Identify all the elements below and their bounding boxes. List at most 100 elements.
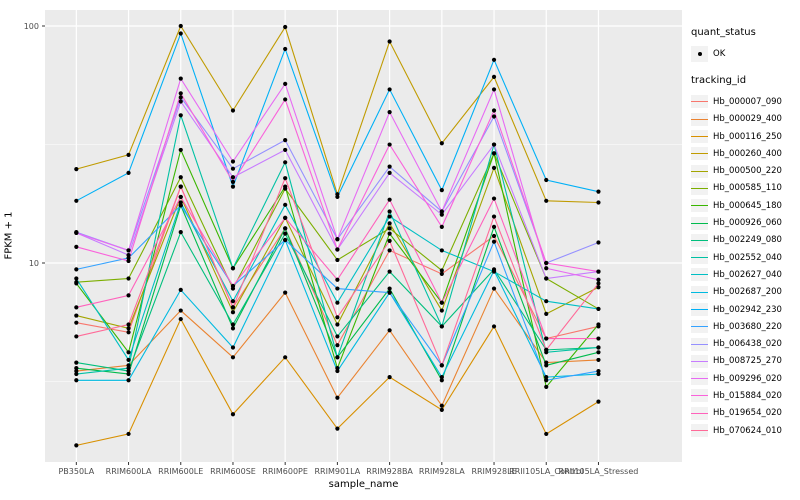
data-point (74, 167, 79, 172)
data-point (491, 142, 497, 147)
data-point (387, 209, 392, 214)
data-point (491, 214, 497, 219)
legend-label: Hb_000260_400 (713, 148, 782, 159)
line-swatch-icon (691, 239, 708, 241)
data-point (283, 160, 288, 165)
legend-item-Hb_000645_180: Hb_000645_180 (691, 197, 799, 214)
data-point (387, 39, 392, 44)
data-point (230, 159, 236, 164)
data-point (544, 276, 549, 281)
legend-label: Hb_000007_090 (713, 96, 782, 107)
data-point (178, 175, 183, 180)
data-point (283, 81, 288, 86)
data-point (596, 240, 601, 245)
legend-key-line (691, 354, 708, 368)
legend-key-ok (691, 45, 708, 62)
line-swatch-icon (691, 309, 708, 310)
legend-item-Hb_000116_250: Hb_000116_250 (691, 128, 799, 145)
legend-item-Hb_000926_060: Hb_000926_060 (691, 214, 799, 231)
data-point (335, 315, 340, 320)
x-tick-label: RRIM928BA (366, 467, 413, 476)
legend-label: Hb_015884_020 (713, 390, 782, 401)
legend-item-Hb_002552_040: Hb_002552_040 (691, 249, 799, 266)
data-point (126, 431, 131, 437)
data-point (230, 299, 236, 304)
data-point (283, 202, 288, 207)
data-point (230, 266, 236, 271)
legend-label: Hb_002552_040 (713, 252, 782, 263)
line-swatch-icon (691, 326, 708, 328)
data-point (596, 345, 601, 350)
data-point (544, 375, 549, 380)
data-point (178, 200, 183, 205)
legend-key-line (691, 251, 708, 265)
data-point (387, 286, 392, 291)
data-point (230, 322, 236, 327)
data-point (439, 188, 444, 193)
legend-item-Hb_000500_220: Hb_000500_220 (691, 162, 799, 179)
line-swatch-icon (691, 378, 708, 380)
data-point (387, 290, 392, 295)
line-swatch-icon (691, 257, 708, 259)
legend-key-line (691, 95, 708, 109)
data-point (230, 184, 236, 189)
legend-label: Hb_008725_270 (713, 356, 782, 367)
legend-item-quant-ok: OK (691, 45, 799, 62)
legend-label-ok: OK (713, 48, 726, 59)
data-point (387, 164, 392, 169)
data-point (596, 371, 601, 377)
data-point (387, 248, 392, 253)
line-swatch-icon (691, 291, 708, 293)
legend-label: Hb_003680_220 (713, 321, 782, 332)
legend-key-line (691, 112, 708, 126)
data-point (126, 330, 131, 335)
data-point (439, 378, 444, 383)
data-point (544, 299, 549, 304)
data-point (283, 355, 288, 360)
data-point (387, 221, 392, 226)
legend-title-quant-status: quant_status (691, 27, 756, 38)
legend-key-line (691, 164, 708, 178)
data-point (439, 271, 444, 276)
data-point (283, 147, 288, 153)
data-point (491, 224, 497, 230)
legend-item-Hb_070624_010: Hb_070624_010 (691, 422, 799, 439)
legend-key-line (691, 285, 708, 299)
data-point (439, 224, 444, 230)
data-point (283, 97, 288, 102)
data-point (178, 316, 183, 322)
data-point (126, 293, 131, 298)
data-point (74, 366, 79, 371)
data-point (387, 197, 392, 202)
point-icon (697, 51, 702, 56)
data-point (230, 166, 236, 171)
data-point (491, 151, 497, 156)
data-point (596, 277, 601, 282)
data-point (596, 322, 601, 327)
legend-key-line (691, 406, 708, 420)
legend-key-line (691, 233, 708, 247)
data-point (335, 426, 340, 431)
data-point (178, 99, 183, 104)
data-point (74, 281, 79, 286)
data-point (178, 184, 183, 189)
legend-key-line (691, 130, 708, 144)
y-tick-label: 100 (24, 22, 39, 31)
data-point (335, 257, 340, 263)
legend-item-Hb_000585_110: Hb_000585_110 (691, 180, 799, 197)
legend-item-Hb_019654_020: Hb_019654_020 (691, 405, 799, 422)
legend-item-Hb_000007_090: Hb_000007_090 (691, 93, 799, 110)
data-point (387, 142, 392, 147)
data-point (491, 233, 497, 239)
data-point (544, 336, 549, 341)
legend-key-line (691, 268, 708, 282)
line-swatch-icon (691, 170, 708, 172)
data-point (283, 231, 288, 236)
data-point (74, 267, 79, 272)
data-point (74, 230, 79, 235)
data-point (74, 334, 79, 339)
data-point (283, 184, 288, 189)
line-swatch-icon (691, 430, 708, 432)
